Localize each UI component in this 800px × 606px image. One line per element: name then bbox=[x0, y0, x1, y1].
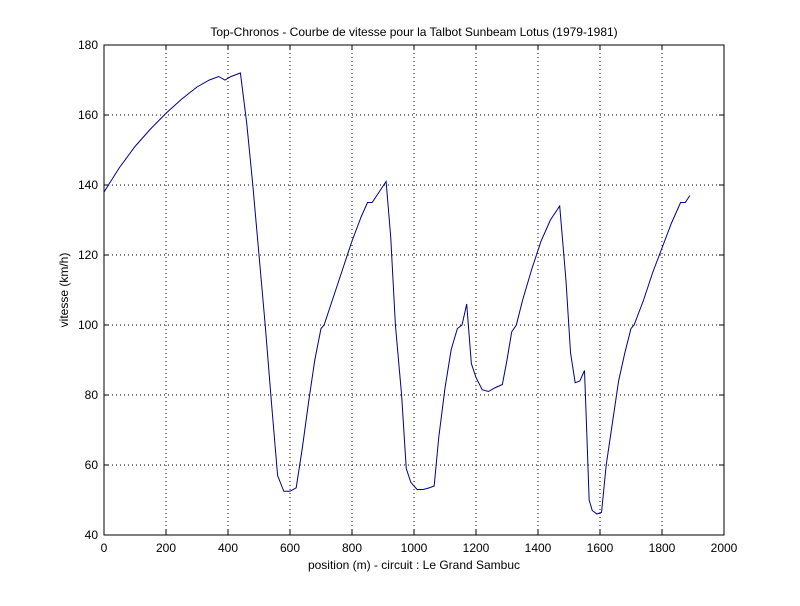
x-tick-label: 1600 bbox=[587, 541, 614, 555]
x-tick-label: 1200 bbox=[463, 541, 490, 555]
y-tick-label: 80 bbox=[85, 388, 99, 402]
x-tick-label: 2000 bbox=[711, 541, 738, 555]
chart-title: Top-Chronos - Courbe de vitesse pour la … bbox=[210, 25, 617, 39]
y-tick-label: 100 bbox=[78, 318, 98, 332]
x-tick-label: 200 bbox=[156, 541, 176, 555]
x-tick-label: 1400 bbox=[525, 541, 552, 555]
grid-lines bbox=[104, 45, 724, 535]
x-tick-label: 600 bbox=[280, 541, 300, 555]
x-tick-label: 400 bbox=[218, 541, 238, 555]
x-tick-label: 0 bbox=[101, 541, 108, 555]
y-tick-label: 120 bbox=[78, 248, 98, 262]
y-tick-label: 60 bbox=[85, 458, 99, 472]
y-tick-label: 180 bbox=[78, 38, 98, 52]
x-tick-label: 1000 bbox=[401, 541, 428, 555]
x-tick-label: 1800 bbox=[649, 541, 676, 555]
y-tick-label: 140 bbox=[78, 178, 98, 192]
x-axis-label: position (m) - circuit : Le Grand Sambuc bbox=[308, 558, 520, 572]
plot-frame bbox=[103, 44, 725, 536]
y-tick-label: 160 bbox=[78, 108, 98, 122]
speed-series-line bbox=[103, 72, 691, 515]
tick-labels: 0 200 400 600 800 1000 1200 1400 1600 1800 2000 40 6… bbox=[78, 38, 738, 555]
y-axis-label: vitesse (km/h) bbox=[57, 253, 71, 328]
y-tick-label: 40 bbox=[85, 528, 99, 542]
x-tick-label: 800 bbox=[342, 541, 362, 555]
